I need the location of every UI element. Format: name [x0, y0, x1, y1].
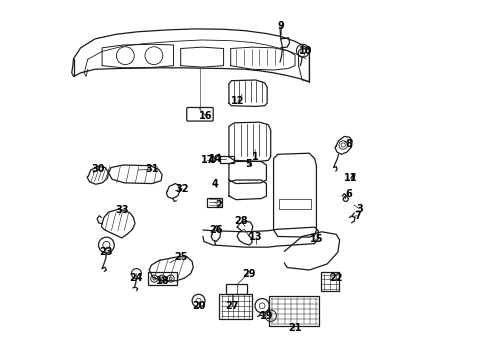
Text: 28: 28 — [235, 216, 248, 226]
Text: 16: 16 — [199, 111, 213, 121]
Text: 29: 29 — [242, 269, 255, 279]
Text: 18: 18 — [156, 276, 170, 286]
Bar — [321, 272, 339, 292]
Text: 20: 20 — [192, 301, 205, 311]
Text: 27: 27 — [226, 301, 239, 311]
Text: 17: 17 — [201, 156, 214, 165]
Bar — [270, 296, 319, 326]
Text: 26: 26 — [210, 225, 223, 235]
Text: 32: 32 — [176, 184, 189, 194]
Text: 9: 9 — [277, 21, 284, 31]
Bar — [220, 294, 252, 319]
Bar — [279, 199, 312, 209]
Text: 33: 33 — [115, 205, 128, 215]
Text: 6: 6 — [345, 189, 352, 199]
Text: 8: 8 — [345, 139, 352, 149]
Text: 3: 3 — [356, 203, 363, 213]
Text: 12: 12 — [231, 96, 245, 107]
Bar — [207, 198, 222, 207]
Text: 30: 30 — [92, 164, 105, 174]
Text: 1: 1 — [252, 152, 259, 162]
Text: 7: 7 — [354, 211, 361, 221]
Bar — [148, 272, 177, 285]
Bar — [220, 157, 234, 163]
Text: 13: 13 — [249, 232, 263, 242]
Text: 14: 14 — [209, 154, 222, 163]
Text: 19: 19 — [260, 311, 273, 321]
Bar — [226, 284, 247, 294]
Text: 21: 21 — [288, 323, 302, 333]
Text: 5: 5 — [245, 159, 252, 169]
Text: 2: 2 — [215, 200, 221, 210]
Text: 11: 11 — [343, 173, 357, 183]
Text: 24: 24 — [129, 273, 143, 283]
Text: 10: 10 — [299, 46, 313, 57]
Text: 31: 31 — [146, 164, 159, 174]
Text: 25: 25 — [174, 252, 188, 262]
Text: 23: 23 — [99, 247, 112, 257]
Text: 4: 4 — [211, 179, 218, 189]
Text: 15: 15 — [310, 234, 323, 244]
Text: 22: 22 — [329, 273, 343, 283]
